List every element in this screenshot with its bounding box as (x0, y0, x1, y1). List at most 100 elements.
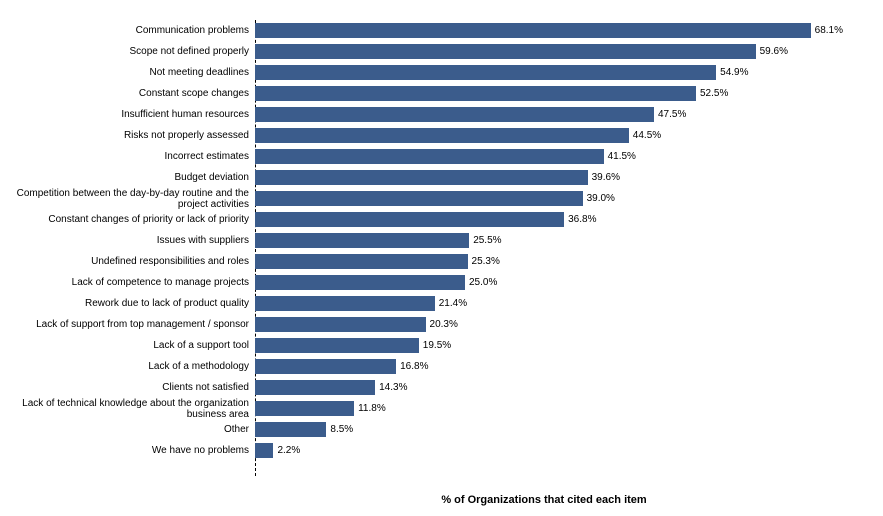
bar-cell: 2.2% (255, 440, 843, 461)
value-label: 52.5% (700, 88, 728, 99)
bar-cell: 47.5% (255, 104, 843, 125)
value-label: 39.6% (592, 172, 620, 183)
value-label: 59.6% (760, 46, 788, 57)
chart-row: We have no problems 2.2% (10, 440, 843, 461)
bar-cell: 44.5% (255, 125, 843, 146)
bar (255, 86, 696, 101)
category-label: Lack of technical knowledge about the or… (10, 398, 255, 420)
bar (255, 338, 419, 353)
category-label: Incorrect estimates (10, 151, 255, 162)
category-label: Rework due to lack of product quality (10, 298, 255, 309)
chart-row: Constant scope changes 52.5% (10, 83, 843, 104)
value-label: 68.1% (815, 25, 843, 36)
bar-cell: 54.9% (255, 62, 843, 83)
category-label: We have no problems (10, 445, 255, 456)
category-label: Constant scope changes (10, 88, 255, 99)
chart-row: Constant changes of priority or lack of … (10, 209, 843, 230)
bar (255, 317, 426, 332)
category-label: Budget deviation (10, 172, 255, 183)
chart-row: Budget deviation 39.6% (10, 167, 843, 188)
bar (255, 422, 326, 437)
category-label: Scope not defined properly (10, 46, 255, 57)
chart-row: Clients not satisfied14.3% (10, 377, 843, 398)
bar (255, 401, 354, 416)
value-label: 16.8% (400, 361, 428, 372)
bar (255, 128, 629, 143)
bar-cell: 21.4% (255, 293, 843, 314)
value-label: 25.5% (473, 235, 501, 246)
value-label: 2.2% (277, 445, 300, 456)
bar (255, 170, 588, 185)
category-label: Undefined responsibilities and roles (10, 256, 255, 267)
value-label: 25.3% (472, 256, 500, 267)
value-label: 54.9% (720, 67, 748, 78)
category-label: Communication problems (10, 25, 255, 36)
chart-area: Communication problems 68.1% Scope not def… (10, 20, 843, 476)
bar (255, 233, 469, 248)
category-label: Not meeting deadlines (10, 67, 255, 78)
chart-row: Lack of a support tool 19.5% (10, 335, 843, 356)
chart-row: Lack of competence to manage projects 25.… (10, 272, 843, 293)
category-label: Risks not properly assessed (10, 130, 255, 141)
x-axis-title: % of Organizations that cited each item (245, 494, 843, 506)
bar-cell: 25.3% (255, 251, 843, 272)
category-label: Competition between the day-by-day routi… (10, 188, 255, 210)
chart-row: Incorrect estimates 41.5% (10, 146, 843, 167)
value-label: 25.0% (469, 277, 497, 288)
bar (255, 44, 756, 59)
category-label: Lack of competence to manage projects (10, 277, 255, 288)
category-label: Lack of a support tool (10, 340, 255, 351)
chart-row: Not meeting deadlines 54.9% (10, 62, 843, 83)
bar-cell: 39.6% (255, 167, 843, 188)
value-label: 8.5% (330, 424, 353, 435)
chart-row: Insufficient human resources 47.5% (10, 104, 843, 125)
bar-cell: 11.8% (255, 398, 843, 419)
chart-row: Rework due to lack of product quality 21.… (10, 293, 843, 314)
value-label: 47.5% (658, 109, 686, 120)
value-label: 39.0% (587, 193, 615, 204)
bar (255, 107, 654, 122)
bar-cell: 52.5% (255, 83, 843, 104)
bar-cell: 41.5% (255, 146, 843, 167)
bar (255, 191, 583, 206)
bar (255, 212, 564, 227)
category-label: Lack of a methodology (10, 361, 255, 372)
chart-container: Communication problems 68.1% Scope not def… (0, 0, 883, 516)
chart-row: Competition between the day-by-day routi… (10, 188, 843, 209)
chart-row: Lack of technical knowledge about the or… (10, 398, 843, 419)
bar (255, 65, 716, 80)
bar-cell: 36.8% (255, 209, 843, 230)
value-label: 21.4% (439, 298, 467, 309)
bar-cell: 25.5% (255, 230, 843, 251)
category-label: Lack of support from top management / sp… (10, 319, 255, 330)
bar-cell: 14.3% (255, 377, 843, 398)
chart-row: Other 8.5% (10, 419, 843, 440)
chart-row: Lack of a methodology 16.8% (10, 356, 843, 377)
bar-cell: 16.8% (255, 356, 843, 377)
value-label: 36.8% (568, 214, 596, 225)
value-label: 19.5% (423, 340, 451, 351)
category-label: Insufficient human resources (10, 109, 255, 120)
value-label: 44.5% (633, 130, 661, 141)
bar-cell: 8.5% (255, 419, 843, 440)
category-label: Other (10, 424, 255, 435)
chart-row: Communication problems 68.1% (10, 20, 843, 41)
bar (255, 23, 811, 38)
bar (255, 149, 604, 164)
value-label: 11.8% (358, 403, 386, 414)
category-label: Constant changes of priority or lack of … (10, 214, 255, 225)
bar (255, 296, 435, 311)
value-label: 14.3% (379, 382, 407, 393)
bar-cell: 19.5% (255, 335, 843, 356)
bar (255, 275, 465, 290)
bar (255, 359, 396, 374)
chart-row: Undefined responsibilities and roles 25.3… (10, 251, 843, 272)
bar-cell: 25.0% (255, 272, 843, 293)
chart-row: Lack of support from top management / sp… (10, 314, 843, 335)
bar-cell: 68.1% (255, 20, 843, 41)
bar (255, 254, 468, 269)
bar-cell: 20.3% (255, 314, 843, 335)
category-label: Issues with suppliers (10, 235, 255, 246)
value-label: 20.3% (430, 319, 458, 330)
value-label: 41.5% (608, 151, 636, 162)
